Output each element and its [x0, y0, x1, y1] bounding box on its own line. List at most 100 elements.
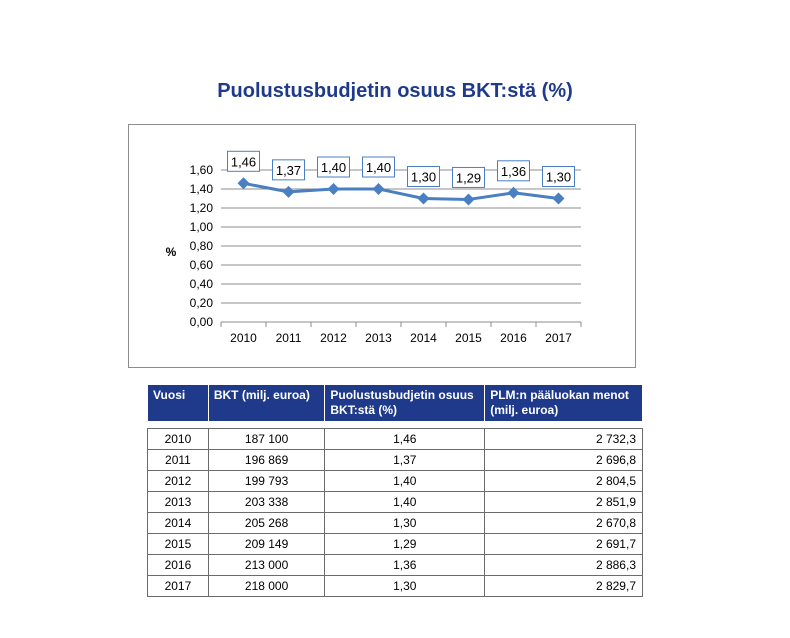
- table-row: 2015 209 149 1,29 2 691,7: [147, 533, 643, 555]
- header-spending-label-line1: PLM:n pääluokan menot: [490, 388, 629, 402]
- data-label-box: [272, 159, 305, 181]
- table-header-row: Vuosi BKT (milj. euroa) Puolustusbudjeti…: [147, 384, 643, 422]
- cell-share: 1,30: [324, 575, 486, 597]
- data-point: [462, 193, 475, 206]
- cell-spending: 2 829,7: [484, 575, 643, 597]
- data-point: [372, 183, 385, 195]
- y-tick-label: 0,20: [190, 296, 214, 310]
- y-tick-label: 0,60: [190, 258, 214, 272]
- cell-gdp: 213 000: [207, 554, 326, 576]
- y-tick-label: 0,80: [190, 239, 214, 253]
- data-label: 1,40: [366, 160, 391, 175]
- cell-year: 2011: [147, 449, 209, 471]
- header-year: Vuosi: [147, 384, 209, 422]
- table-row: 2010 187 100 1,46 2 732,3: [147, 428, 643, 450]
- data-label-box: [227, 150, 260, 172]
- line-chart: 0,00 0,20 0,40 0,60 0,80 1,00 1,20 1,40 1,60 2010…: [166, 150, 582, 345]
- header-spending: PLM:n pääluokan menot (milj. euroa): [484, 384, 643, 422]
- table-body: 2010 187 100 1,46 2 732,3 2011 196 869 1,37 2 6…: [147, 422, 643, 597]
- table-row: 2011 196 869 1,37 2 696,8: [147, 449, 643, 471]
- data-point: [282, 185, 295, 198]
- x-tick-label: 2016: [500, 331, 527, 345]
- cell-share: 1,36: [324, 554, 486, 576]
- cell-year: 2017: [147, 575, 209, 597]
- cell-year: 2012: [147, 470, 209, 492]
- cell-year: 2015: [147, 533, 209, 555]
- data-label-box: [497, 160, 530, 182]
- y-tick-label: 0,00: [190, 315, 214, 329]
- y-tick-label: 0,40: [190, 277, 214, 291]
- data-label: 1,36: [501, 164, 526, 179]
- cell-share: 1,37: [324, 449, 486, 471]
- data-label: 1,46: [231, 154, 256, 169]
- cell-share: 1,30: [324, 512, 486, 534]
- data-table: Vuosi BKT (milj. euroa) Puolustusbudjeti…: [147, 384, 643, 597]
- header-share-label-line1: Puolustusbudjetin osuus: [330, 388, 474, 402]
- x-tick-label: 2012: [320, 331, 347, 345]
- data-label-box: [542, 166, 575, 187]
- table-spacer-cell: [148, 422, 643, 429]
- cell-share: 1,40: [324, 491, 486, 513]
- header-year-label: Vuosi: [153, 388, 186, 402]
- data-point: [552, 192, 565, 205]
- y-tick-label: 1,20: [190, 201, 214, 215]
- chart-title: Puolustusbudjetin osuus BKT:stä (%): [217, 80, 573, 102]
- data-point: [417, 192, 430, 205]
- header-share-label-line2: BKT:stä (%): [330, 403, 398, 417]
- cell-year: 2010: [147, 428, 209, 450]
- cell-spending: 2 670,8: [484, 512, 643, 534]
- data-label: 1,30: [546, 170, 571, 185]
- cell-gdp: 203 338: [207, 491, 326, 513]
- header-gdp-label: BKT (milj. euroa): [213, 388, 310, 402]
- x-tick-label: 2017: [545, 331, 572, 345]
- y-axis-label: %: [166, 245, 177, 259]
- data-label-box: [452, 166, 485, 188]
- cell-year: 2014: [147, 512, 209, 534]
- cell-spending: 2 691,7: [484, 533, 643, 555]
- y-tick-label: 1,60: [190, 163, 214, 177]
- table-row: 2012 199 793 1,40 2 804,5: [147, 470, 643, 492]
- data-label-box: [407, 166, 440, 187]
- table-row: 2017 218 000 1,30 2 829,7: [147, 575, 643, 597]
- cell-gdp: 205 268: [207, 512, 326, 534]
- data-point: [237, 177, 250, 190]
- cell-gdp: 196 869: [207, 449, 326, 471]
- data-label: 1,40: [321, 160, 346, 175]
- cell-share: 1,40: [324, 470, 486, 492]
- x-tick-label: 2013: [365, 331, 392, 345]
- table-row: 2016 213 000 1,36 2 886,3: [147, 554, 643, 576]
- y-tick-label: 1,00: [190, 220, 214, 234]
- cell-share: 1,29: [324, 533, 486, 555]
- data-label-box: [362, 156, 395, 178]
- cell-year: 2013: [147, 491, 209, 513]
- data-point: [507, 186, 520, 199]
- table-spacer-row: [148, 422, 643, 429]
- cell-spending: 2 851,9: [484, 491, 643, 513]
- x-tick-label: 2014: [410, 331, 437, 345]
- cell-share: 1,46: [324, 428, 486, 450]
- header-share: Puolustusbudjetin osuus BKT:stä (%): [324, 384, 486, 422]
- cell-gdp: 218 000: [207, 575, 326, 597]
- cell-spending: 2 886,3: [484, 554, 643, 576]
- cell-year: 2016: [147, 554, 209, 576]
- cell-gdp: 187 100: [207, 428, 326, 450]
- cell-spending: 2 696,8: [484, 449, 643, 471]
- chart-frame: 0,00 0,20 0,40 0,60 0,80 1,00 1,20 1,40 1,60 2010…: [128, 124, 636, 368]
- x-tick-label: 2010: [230, 331, 257, 345]
- data-label-box: [317, 156, 350, 178]
- data-label: 1,29: [456, 170, 481, 185]
- table-row: 2013 203 338 1,40 2 851,9: [147, 491, 643, 513]
- x-tick-label: 2015: [455, 331, 482, 345]
- cell-spending: 2 804,5: [484, 470, 643, 492]
- header-spending-label-line2: (milj. euroa): [490, 403, 559, 417]
- data-point: [327, 183, 340, 195]
- data-label: 1,30: [411, 170, 436, 185]
- table-row: 2014 205 268 1,30 2 670,8: [147, 512, 643, 534]
- header-gdp: BKT (milj. euroa): [207, 384, 326, 422]
- cell-gdp: 209 149: [207, 533, 326, 555]
- y-tick-label: 1,40: [190, 182, 214, 196]
- cell-spending: 2 732,3: [484, 428, 643, 450]
- series-line: [243, 181, 559, 201]
- x-tick-label: 2011: [276, 331, 302, 345]
- cell-gdp: 199 793: [207, 470, 326, 492]
